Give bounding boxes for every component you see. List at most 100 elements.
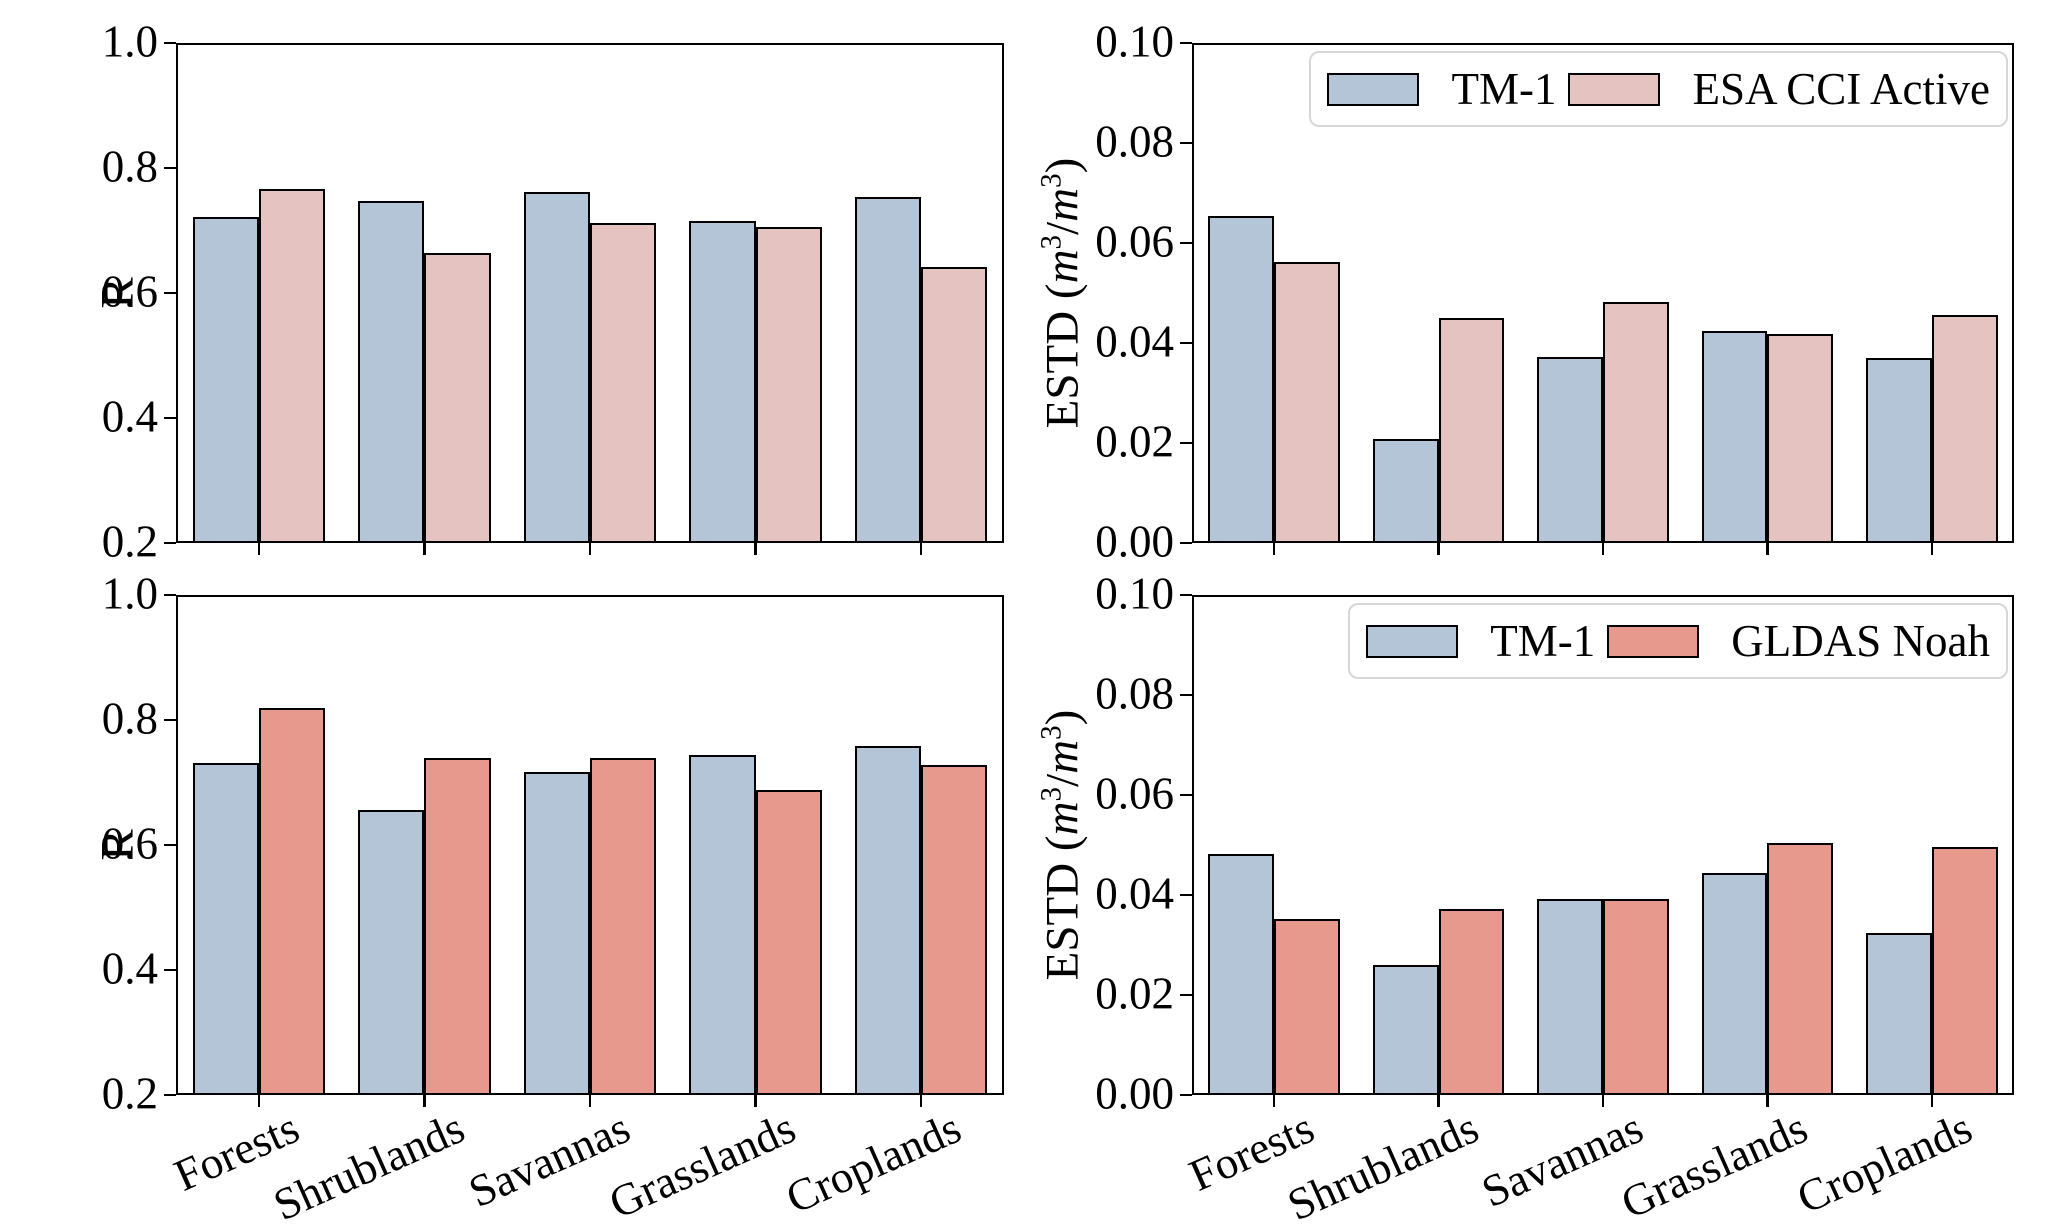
y-tick-label: 0.6	[101, 266, 158, 317]
y-tick-mark	[164, 1093, 176, 1097]
y-tick-label: 0.04	[1095, 868, 1174, 919]
bar-esa-cci-active-grasslands	[1767, 334, 1834, 543]
legend-swatch-gldas-noah	[1607, 624, 1700, 658]
x-tick-mark	[588, 1095, 592, 1107]
bar-tm-1-croplands	[854, 746, 922, 1095]
y-axis-label-text: R	[91, 829, 144, 861]
y-tick-label: 0.08	[1095, 116, 1174, 167]
subplot-estd-vs-esa-cci: 0.10 0.08 0.06 0.04 0.02 0.00 ESTD (m3/m3) TM-1…	[1036, 19, 2014, 564]
x-tick-mark	[423, 1095, 426, 1107]
bar-esa-cci-active-savannas	[1603, 302, 1669, 543]
y-tick-label: 1.0	[101, 568, 158, 619]
subplot-estd-vs-gldas-noah: 0.10 0.08 0.06 0.04 0.02 0.00 Forests Shrubland…	[1036, 571, 2014, 1230]
x-tick-mark	[919, 543, 923, 555]
legend-swatch-tm-1	[1366, 624, 1459, 658]
bar-esa-cci-active-shrublands	[1438, 318, 1505, 543]
y-tick-mark	[164, 541, 176, 545]
y-tick-mark	[164, 416, 176, 420]
bar-tm-1-grasslands	[689, 755, 756, 1095]
y-tick-label: 0.02	[1095, 968, 1174, 1019]
y-axis-label-part: m	[1036, 249, 1089, 284]
bar-tm-1-forests	[1208, 854, 1275, 1095]
bar-gldas-noah-grasslands	[755, 790, 822, 1095]
y-tick-label: 0.06	[1095, 216, 1174, 267]
y-axis-label-part: /	[1036, 773, 1089, 787]
legend-label: TM-1	[1451, 63, 1557, 114]
y-axis-label-part: ESTD (	[1036, 283, 1089, 429]
y-axis-label-part: 3	[1035, 234, 1068, 250]
y-tick-label: 0.04	[1095, 316, 1174, 367]
bar-tm-1-shrublands	[358, 201, 425, 543]
x-tick-mark	[754, 543, 757, 555]
x-tick-mark	[1437, 543, 1440, 555]
bar-esa-cci-active-croplands	[921, 267, 988, 543]
y-tick-label: 0.06	[1095, 768, 1174, 819]
bar-esa-cci-active-savannas	[590, 223, 657, 543]
legend-label: GLDAS Noah	[1731, 615, 1990, 666]
y-axis-label-part: R	[91, 277, 144, 309]
bar-tm-1-forests	[192, 763, 259, 1095]
legend: TM-1 ESA CCI Active	[1309, 51, 2008, 127]
bar-tm-1-shrublands	[1372, 965, 1439, 1095]
bar-tm-1-croplands	[1866, 933, 1932, 1095]
y-tick-label: 0.00	[1095, 1068, 1174, 1119]
y-tick-mark	[1180, 893, 1192, 897]
y-axis-label-text: ESTD (m3/m3)	[1035, 157, 1089, 429]
bar-esa-cci-active-croplands	[1931, 315, 1998, 543]
bar-gldas-noah-shrublands	[1438, 909, 1505, 1095]
y-tick-label: 0.10	[1095, 568, 1174, 619]
bar-gldas-noah-forests	[258, 708, 326, 1095]
x-tick-mark	[1930, 1095, 1934, 1107]
bar-gldas-noah-shrublands	[424, 758, 491, 1095]
bar-tm-1-grasslands	[1701, 330, 1768, 543]
bar-tm-1-shrublands	[1372, 439, 1439, 543]
y-tick-label: 1.0	[101, 16, 158, 67]
y-axis-label-part: )	[1036, 709, 1089, 726]
y-tick-mark	[1180, 341, 1192, 345]
bar-esa-cci-active-grasslands	[755, 226, 822, 543]
y-axis-label-part: 3	[1035, 725, 1068, 740]
bar-tm-1-savannas	[523, 771, 590, 1095]
x-tick-mark	[1272, 1095, 1276, 1107]
y-axis-label-part: ESTD (	[1036, 835, 1089, 981]
bar-tm-1-grasslands	[1701, 873, 1768, 1095]
x-tick-mark	[423, 543, 426, 555]
y-tick-label: 0.8	[101, 141, 158, 192]
y-tick-mark	[1180, 241, 1192, 245]
subplot-r-vs-gldas-noah: 1.0 0.8 0.6 0.4 0.2 Forests Shrublands Savannas…	[92, 571, 1004, 1230]
y-tick-label: 0.4	[101, 391, 158, 442]
bar-gldas-noah-grasslands	[1767, 843, 1834, 1095]
x-tick-mark	[257, 543, 261, 555]
y-tick-mark	[1180, 541, 1192, 545]
y-axis-label-part: R	[91, 829, 144, 861]
legend: TM-1 GLDAS Noah	[1348, 603, 2008, 679]
legend-swatch-esa-cci-active	[1568, 72, 1661, 106]
y-tick-label: 0.2	[101, 1068, 158, 1119]
y-axis-label-part: 3	[1035, 173, 1068, 188]
bar-gldas-noah-savannas	[590, 757, 657, 1095]
y-tick-label: 0.4	[101, 943, 158, 994]
bar-tm-1-savannas	[1537, 899, 1603, 1095]
y-axis-label-part: )	[1036, 157, 1089, 174]
x-tick-mark	[1601, 1095, 1605, 1107]
y-tick-label: 0.02	[1095, 416, 1174, 467]
bar-tm-1-shrublands	[358, 810, 425, 1095]
x-tick-mark	[1766, 1095, 1769, 1107]
y-tick-mark	[1180, 593, 1192, 597]
y-tick-mark	[164, 718, 176, 722]
x-tick-mark	[1272, 543, 1276, 555]
y-axis-label-part: m	[1036, 739, 1089, 774]
x-tick-mark	[919, 1095, 923, 1107]
y-axis-label-part: m	[1036, 187, 1089, 222]
x-tick-mark	[754, 1095, 757, 1107]
y-axis-label-part: m	[1036, 801, 1089, 836]
y-tick-label: 0.8	[101, 693, 158, 744]
y-tick-mark	[164, 968, 176, 972]
y-tick-mark	[1180, 41, 1192, 45]
y-tick-label: 0.08	[1095, 668, 1174, 719]
bar-tm-1-savannas	[1537, 357, 1603, 543]
bar-esa-cci-active-forests	[258, 189, 326, 543]
y-tick-label: 0.00	[1095, 516, 1174, 567]
bar-tm-1-grasslands	[689, 221, 756, 543]
